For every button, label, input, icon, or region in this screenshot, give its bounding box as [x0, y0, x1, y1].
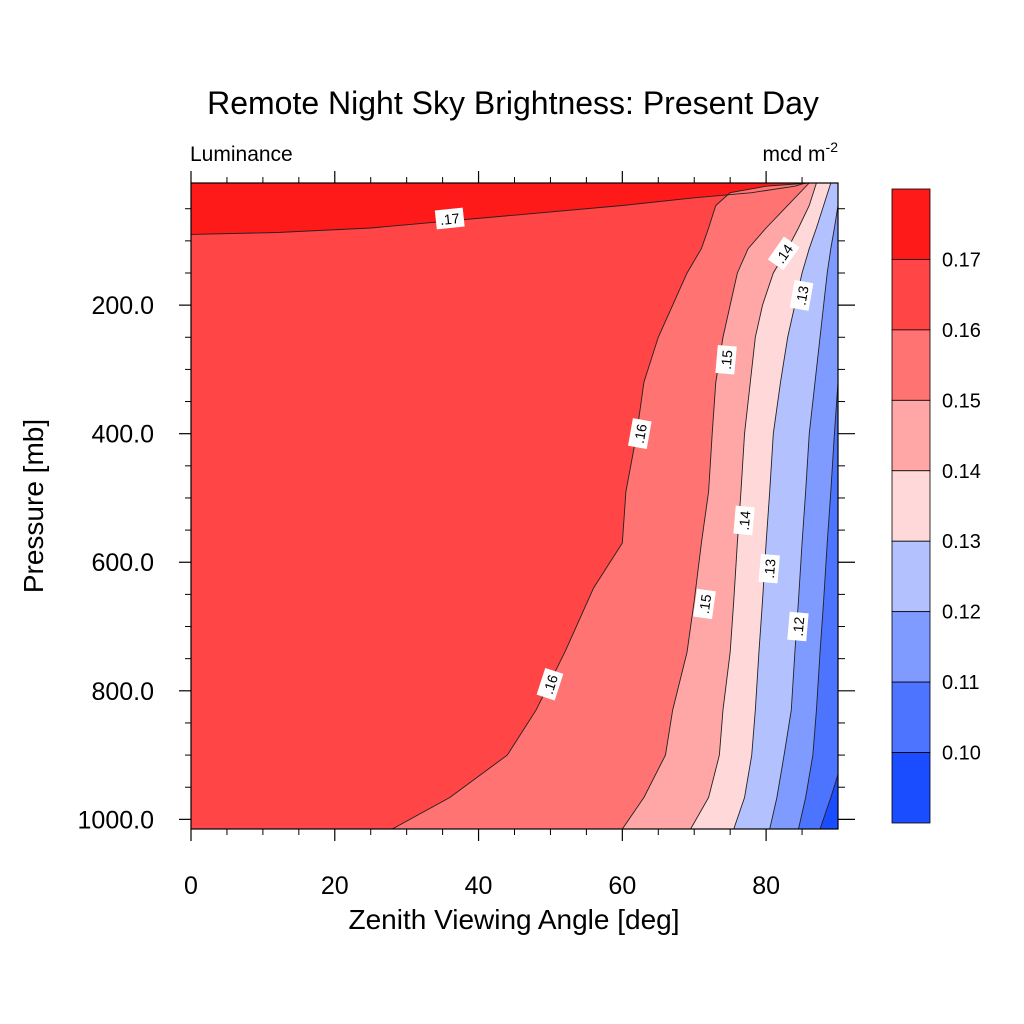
colorbar-label: 0.16: [942, 320, 981, 342]
contour-line-.16: [392, 183, 810, 829]
band-below-.10: [820, 774, 838, 829]
contour-label-bg: [536, 667, 564, 701]
y-tick-label: 400.0: [91, 421, 154, 449]
y-tick-label: 600.0: [91, 549, 154, 577]
contour-label-text: .13: [792, 284, 811, 306]
contour-line-.11: [798, 382, 838, 829]
colorbar-box: [891, 329, 931, 401]
contour-label-bg: [767, 236, 800, 271]
colorbar-label: 0.13: [942, 531, 981, 553]
contour-label: .12: [787, 611, 809, 642]
colorbar-label: 0.11: [942, 672, 979, 694]
band-below-.11: [798, 382, 838, 829]
contour-label-bg: [628, 418, 652, 450]
y-tick-label: 200.0: [91, 292, 154, 320]
colorbar-label: 0.14: [942, 461, 981, 483]
contour-label-bg: [733, 505, 755, 536]
x-axis: 0 20 40 60 80: [184, 171, 803, 900]
contour-label-text: .16: [540, 672, 561, 696]
contour-label-bg: [693, 588, 716, 620]
contour-line-.15: [621, 183, 810, 829]
right-subtitle: mcd m-2: [763, 139, 839, 166]
colorbar-box: [891, 188, 931, 260]
contour-label: .13: [758, 553, 780, 584]
x-tick-label: 0: [184, 872, 198, 900]
colorbar-box: [891, 259, 931, 331]
contour-label: .14: [733, 505, 755, 536]
contour-label: .15: [715, 344, 737, 375]
colorbar-box: [891, 611, 931, 683]
contour-label-text: .15: [718, 349, 736, 370]
contour-label-text: .15: [696, 593, 715, 615]
colorbar-box: [891, 540, 931, 613]
contour-line-.10: [819, 774, 838, 829]
x-tick-label: 40: [465, 872, 493, 900]
contour-label-bg: [787, 611, 809, 642]
colorbar-label: 0.15: [942, 390, 981, 412]
right-subtitle-base: mcd m: [763, 143, 826, 166]
colorbar-label: 0.12: [942, 602, 981, 624]
contour-label-text: .14: [736, 510, 754, 531]
y-tick-label: 800.0: [91, 678, 154, 706]
contour-label-bg: [434, 207, 465, 230]
colorbar: 0.10 0.11 0.12 0.13 0.14 0.15 0.16 0.17: [891, 188, 981, 824]
plot-area: .17.16.16.15.15.14.14.13.13.12 0 20 40 60 80…: [78, 171, 855, 900]
contour-label-text: .13: [761, 558, 779, 579]
contour-label-bg: [789, 279, 814, 311]
contour-label: .17: [434, 207, 465, 230]
y-axis-label: Pressure [mb]: [18, 419, 49, 593]
colorbar-label: 0.17: [942, 249, 981, 271]
x-tick-label: 60: [608, 872, 636, 900]
contour-label-text: .17: [439, 210, 460, 228]
colorbar-box: [891, 470, 931, 542]
contour-label-text: .16: [631, 423, 650, 445]
contour-line-.12: [769, 205, 838, 829]
x-tick-label: 80: [752, 872, 780, 900]
colorbar-box: [891, 752, 931, 824]
contour-label-bg: [715, 344, 737, 375]
colorbar-box: [891, 681, 931, 753]
contour-line-.17: [191, 183, 806, 235]
contour-line-.13: [733, 183, 832, 829]
y-tick-label: 1000.0: [78, 806, 154, 834]
left-subtitle: Luminance: [190, 143, 293, 166]
contour-label: .15: [693, 588, 716, 620]
contour-label: .16: [628, 418, 652, 450]
contour-label: .16: [536, 667, 564, 701]
colorbar-label: 0.10: [942, 743, 981, 765]
contour-label: .13: [789, 279, 814, 311]
x-tick-label: 20: [321, 872, 349, 900]
contour-label-bg: [758, 553, 780, 584]
chart-title: Remote Night Sky Brightness: Present Day: [207, 85, 819, 121]
y-axis: 200.0 400.0 600.0 800.0 1000.0: [78, 208, 855, 834]
colorbar-box: [891, 399, 931, 472]
contour-label-text: .12: [790, 616, 808, 637]
x-axis-label: Zenith Viewing Angle [deg]: [348, 904, 679, 935]
right-subtitle-sup: -2: [826, 139, 839, 155]
